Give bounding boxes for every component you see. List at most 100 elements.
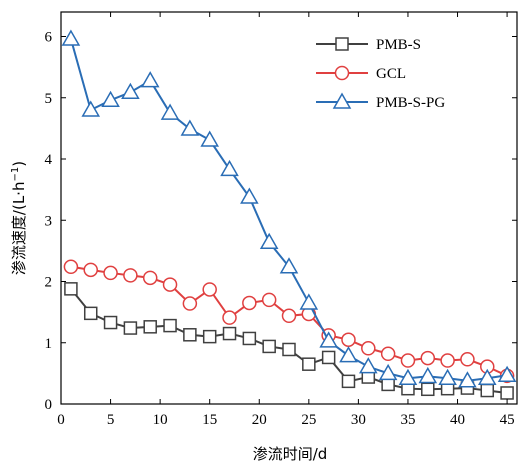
x-tick-label: 10 <box>153 412 168 428</box>
data-point <box>160 103 180 120</box>
data-point <box>421 382 435 397</box>
data-point <box>143 320 157 334</box>
data-point <box>262 339 276 354</box>
legend-item: GCL <box>316 65 406 82</box>
legend: PMB-S GCL PMB-S-PG <box>316 37 445 111</box>
legend-marker <box>334 65 350 81</box>
y-tick-label: 3 <box>45 213 53 229</box>
data-point <box>103 265 118 281</box>
x-tick-label: 5 <box>107 412 115 428</box>
x-tick-label: 0 <box>57 412 65 428</box>
data-point <box>302 357 316 371</box>
y-tick-label: 4 <box>45 152 53 168</box>
data-point <box>64 282 78 296</box>
data-point <box>261 292 277 308</box>
y-axis-title-main: 渗流速度/(L·h <box>10 182 28 276</box>
y-axis-title-close: ) <box>10 161 28 167</box>
data-point <box>61 29 81 46</box>
data-point <box>359 357 378 374</box>
data-point <box>222 326 237 341</box>
y-tick-label: 1 <box>45 336 53 352</box>
x-axis-title: 渗流时间/d <box>253 445 328 463</box>
data-point <box>282 342 296 357</box>
y-tick-label: 5 <box>45 91 53 107</box>
data-point <box>101 90 120 107</box>
data-point <box>142 270 158 286</box>
y-tick-label: 6 <box>45 30 53 46</box>
data-point <box>200 130 219 147</box>
x-tick-label: 25 <box>301 412 316 428</box>
legend-label: GCL <box>376 66 406 82</box>
data-point <box>121 82 140 99</box>
data-point <box>220 159 239 177</box>
x-tick-label: 45 <box>500 412 515 428</box>
data-point <box>123 268 138 283</box>
data-point <box>163 318 177 333</box>
data-point <box>381 377 395 392</box>
data-point <box>123 321 138 335</box>
data-point <box>279 257 299 274</box>
data-point <box>180 119 200 136</box>
data-point <box>162 277 178 292</box>
data-point <box>242 295 257 311</box>
data-point <box>182 296 198 311</box>
x-tick-label: 35 <box>400 412 415 428</box>
data-point <box>477 368 497 386</box>
data-point <box>480 383 495 398</box>
data-point <box>440 353 455 368</box>
data-point <box>420 350 436 366</box>
data-point <box>458 371 477 388</box>
legend-item: PMB-S <box>316 37 421 53</box>
data-point <box>240 187 259 204</box>
data-point <box>339 346 358 363</box>
data-point <box>83 262 98 278</box>
data-point <box>299 293 319 310</box>
legend-item: PMB-S-PG <box>316 92 445 111</box>
data-point <box>321 350 336 365</box>
data-point <box>202 329 217 344</box>
data-point <box>497 365 517 382</box>
y-axis-title: 渗流速度/(L·h−1) <box>10 161 28 275</box>
data-point <box>63 259 79 275</box>
data-point <box>83 306 98 321</box>
series-0 <box>64 282 514 400</box>
data-point <box>500 386 514 400</box>
x-tick-label: 20 <box>252 412 267 428</box>
data-point <box>400 353 416 368</box>
data-point <box>361 341 376 356</box>
legend-label: PMB-S-PG <box>376 95 445 111</box>
data-point <box>418 366 438 384</box>
data-point <box>103 315 118 330</box>
data-point <box>183 328 197 342</box>
legend-marker <box>332 92 352 109</box>
data-point <box>281 308 297 324</box>
data-point <box>460 352 475 367</box>
data-point <box>222 310 237 325</box>
x-tick-label: 15 <box>202 412 217 428</box>
x-tick-label: 30 <box>351 412 366 428</box>
data-point <box>380 346 396 362</box>
legend-label: PMB-S <box>376 37 421 53</box>
data-point <box>319 331 338 348</box>
series-2 <box>61 29 517 388</box>
data-point <box>259 232 279 250</box>
data-point <box>81 100 101 117</box>
plot-area-border <box>60 11 518 405</box>
x-tick-label: 40 <box>450 412 465 428</box>
y-tick-label: 2 <box>45 275 53 291</box>
data-point <box>341 374 356 389</box>
y-tick-label: 0 <box>45 397 53 413</box>
y-axis-title-superscript: −1 <box>10 167 21 182</box>
data-point <box>378 363 398 381</box>
data-point <box>398 368 418 386</box>
data-point <box>202 282 217 297</box>
data-point <box>140 71 160 88</box>
series-layer <box>61 29 517 400</box>
data-point <box>242 331 257 346</box>
data-point <box>438 368 457 386</box>
plot-frame <box>60 11 518 405</box>
legend-marker <box>335 37 349 51</box>
data-point <box>341 332 356 347</box>
